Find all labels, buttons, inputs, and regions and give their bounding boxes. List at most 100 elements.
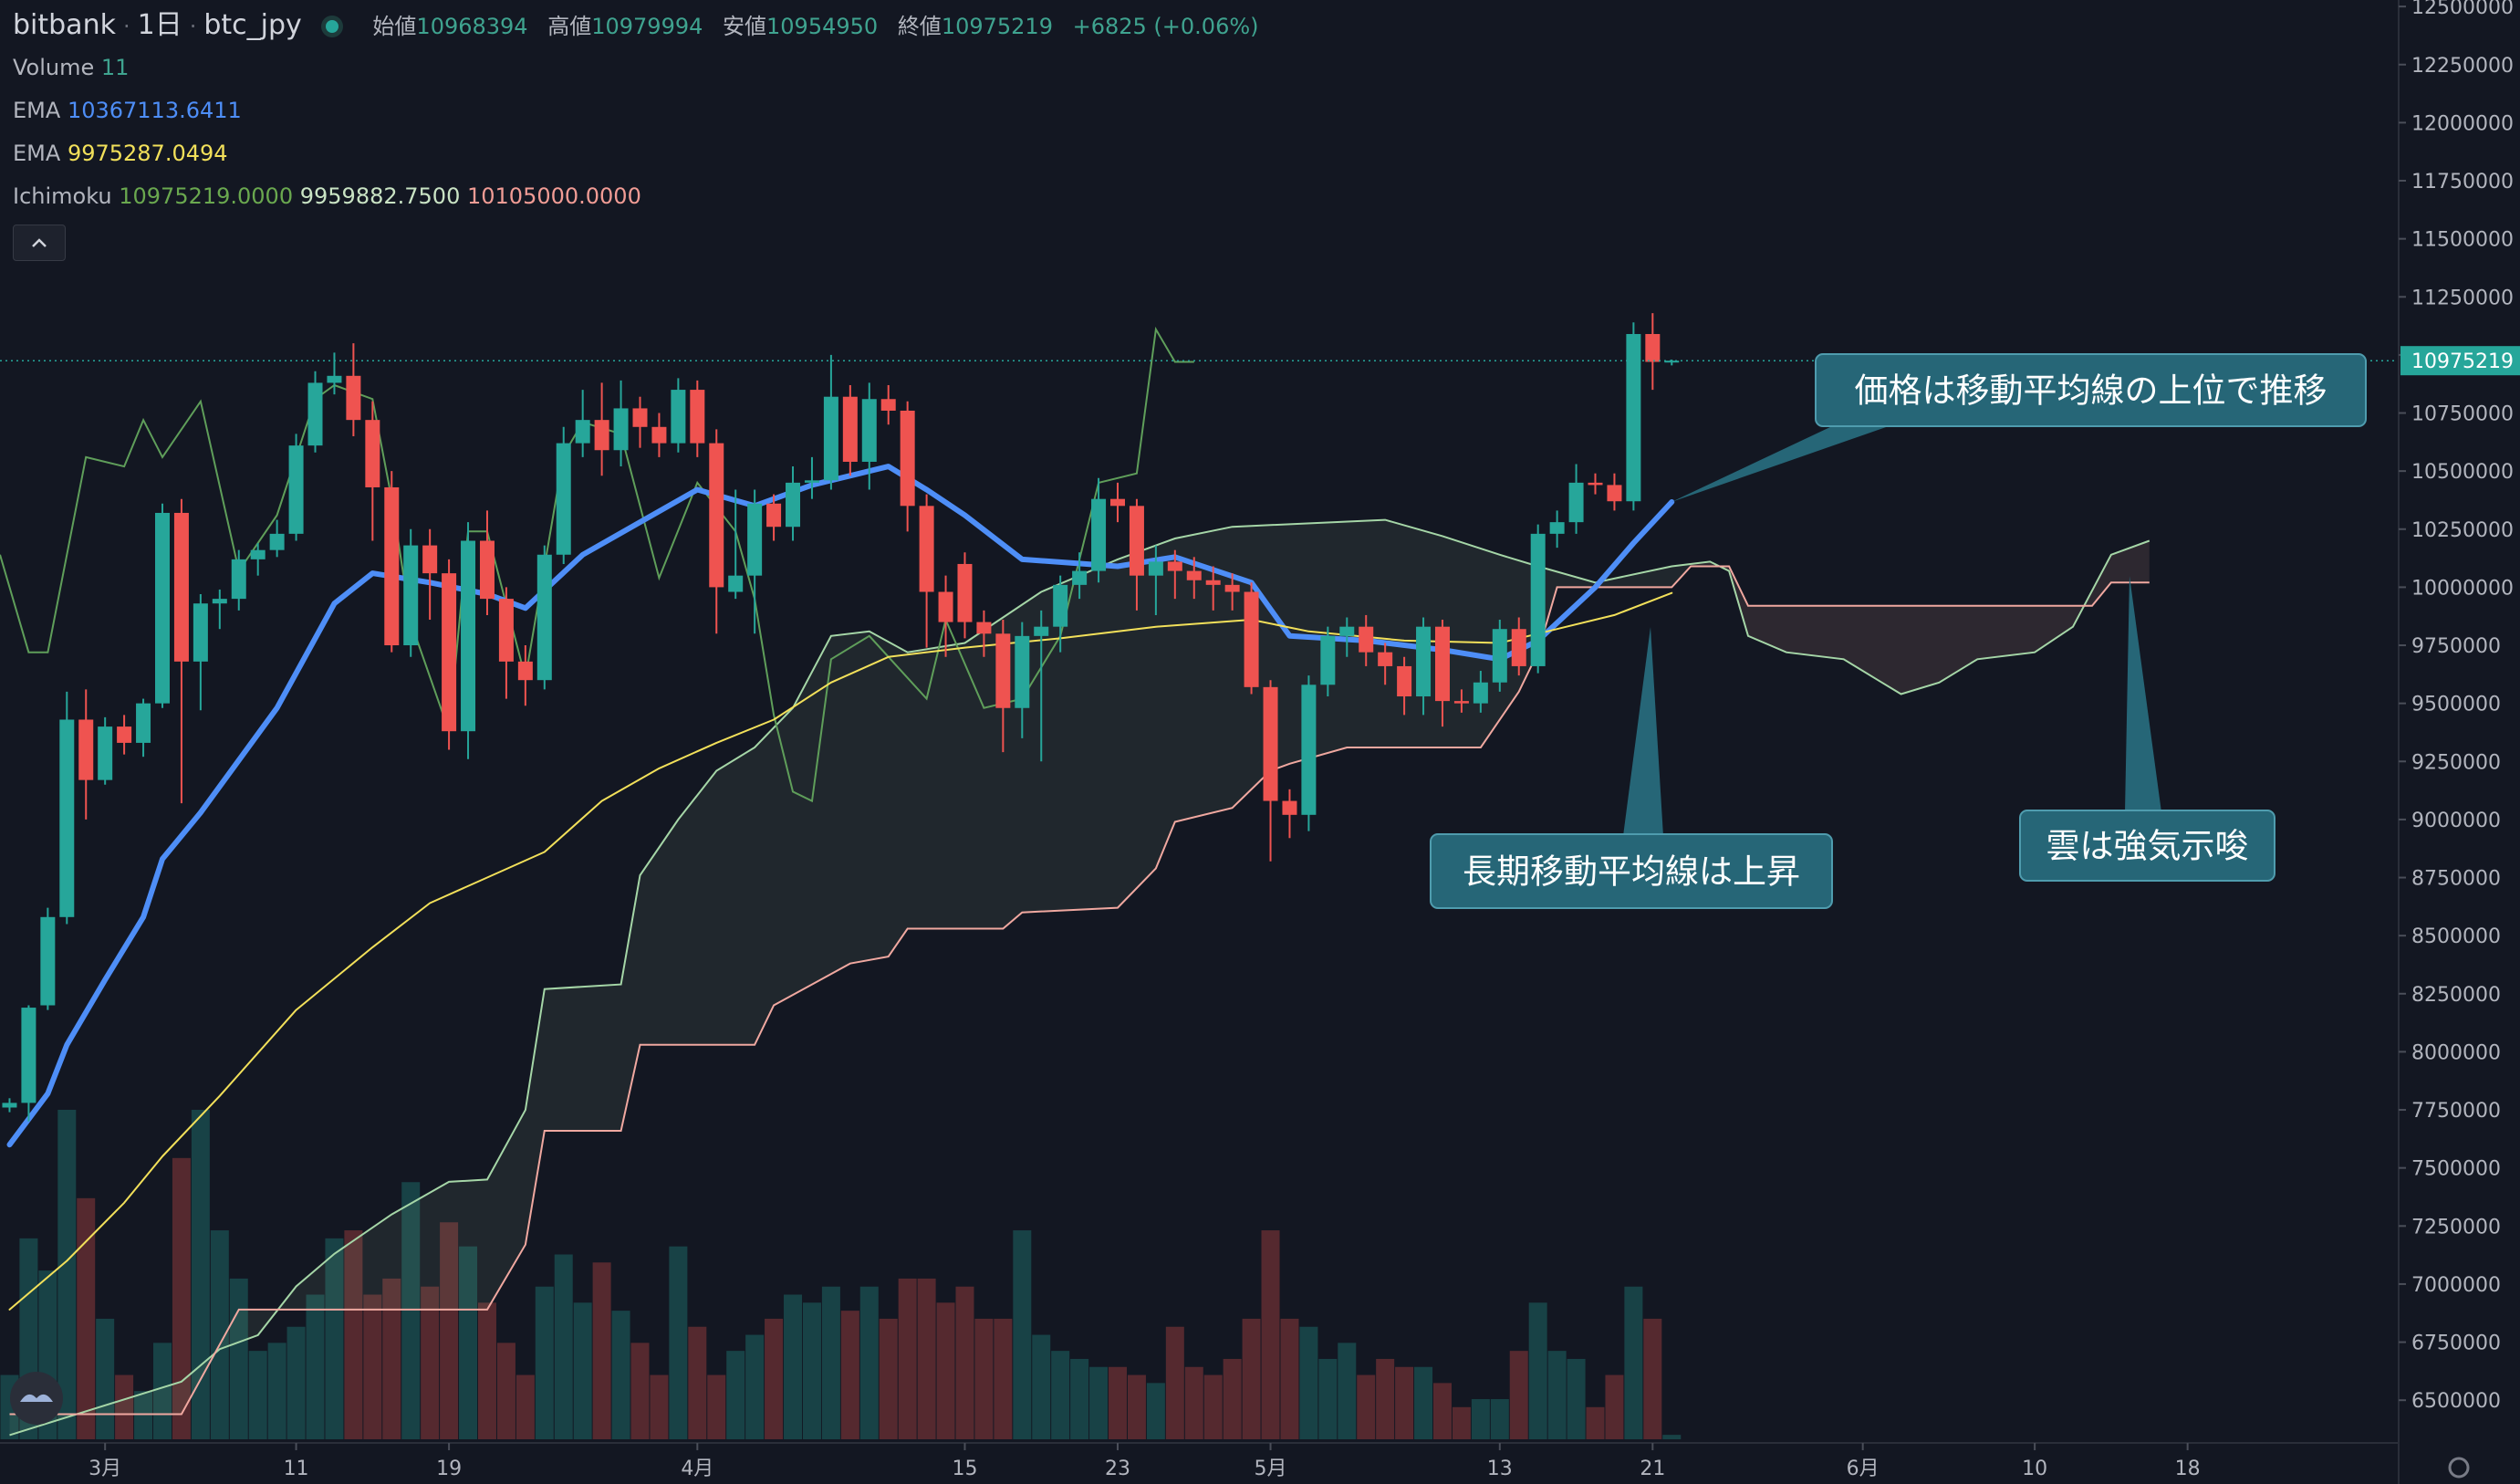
separator: ·: [189, 14, 197, 39]
candle-body: [823, 396, 838, 481]
candles: [2, 313, 1680, 1122]
candle-body: [1607, 485, 1622, 502]
settings-icon[interactable]: [2448, 1457, 2470, 1479]
volume-value: 11: [100, 55, 130, 80]
volume-bar: [401, 1182, 421, 1439]
candle-body: [1664, 361, 1680, 363]
status-dot: [325, 19, 338, 33]
last-price-label: 10975219: [2411, 350, 2514, 373]
x-tick-label: 3月: [89, 1458, 121, 1480]
x-tick-label: 21: [1640, 1458, 1665, 1480]
volume-bar: [325, 1238, 344, 1439]
volume-bar: [1452, 1406, 1471, 1439]
candle-body: [1453, 701, 1469, 704]
volume-bar: [1146, 1383, 1165, 1439]
candle-body: [957, 563, 973, 622]
x-tick-label: 11: [284, 1458, 309, 1480]
candle-body: [1186, 570, 1202, 580]
candle-body: [403, 545, 419, 646]
volume-bar: [57, 1110, 77, 1439]
candle-body: [1034, 626, 1049, 636]
candle-body: [1511, 629, 1526, 666]
volume-bar: [765, 1318, 784, 1439]
volume-bar: [1109, 1366, 1128, 1439]
pair: btc_jpy: [203, 9, 302, 41]
volume-bar: [210, 1230, 229, 1439]
candle-body: [40, 916, 56, 1006]
ichimoku-label: Ichimoku: [13, 183, 112, 209]
candle-body: [938, 591, 953, 622]
volume-bar: [229, 1278, 248, 1439]
y-tick-label: 10000000: [2411, 577, 2514, 600]
change: +6825 (+0.06%): [1072, 14, 1259, 39]
candle-body: [861, 399, 877, 462]
y-tick-label: 12250000: [2411, 55, 2514, 78]
candle-body: [976, 622, 992, 634]
x-tick-label: 4月: [681, 1458, 713, 1480]
x-tick-label: 5月: [1255, 1458, 1287, 1480]
y-tick-label: 8250000: [2411, 984, 2501, 1007]
volume-bar: [96, 1318, 115, 1439]
volume-bar: [344, 1230, 363, 1439]
volume-bar: [592, 1262, 611, 1439]
candle-body: [728, 575, 744, 592]
ema-value: 10367113.6411: [67, 98, 242, 123]
candle-body: [1397, 665, 1412, 697]
callout-pointer: [2125, 576, 2161, 812]
x-tick-label: 19: [436, 1458, 462, 1480]
collapse-icon: [32, 238, 47, 247]
x-tick-label: 13: [1487, 1458, 1513, 1480]
legend-symbol-row: bitbank · 1日 · btc_jpy 始値10968394 高値10979994…: [13, 4, 1272, 47]
candle-body: [136, 703, 151, 743]
candle-body: [671, 390, 686, 444]
volume-bar: [152, 1343, 172, 1439]
ohlc-value: 10954950: [766, 14, 879, 39]
candle-body: [1416, 626, 1432, 697]
candle-body: [1148, 561, 1163, 576]
candle-body: [536, 554, 552, 681]
volume-bar: [1089, 1366, 1109, 1439]
candle-body: [269, 533, 285, 550]
ichimoku-value: 10975219.0000: [119, 183, 294, 209]
volume-bar: [917, 1278, 936, 1439]
collapse-button[interactable]: [13, 225, 66, 261]
candle-body: [651, 426, 667, 444]
y-tick-label: 9250000: [2411, 751, 2501, 774]
candle-body: [78, 719, 94, 780]
volume-bar: [994, 1318, 1013, 1439]
volume-bar: [496, 1343, 515, 1439]
volume-bar: [1032, 1334, 1051, 1439]
y-tick-label: 12000000: [2411, 112, 2514, 135]
volume-bar: [77, 1197, 96, 1439]
volume-bar: [573, 1302, 592, 1439]
volume-bar: [1184, 1366, 1203, 1439]
candle-body: [747, 503, 763, 576]
volume-bar: [440, 1222, 459, 1439]
candle-body: [1549, 522, 1565, 534]
candle-body: [1588, 482, 1603, 486]
volume-bar: [1662, 1435, 1682, 1439]
volume-bar: [1070, 1358, 1089, 1439]
volume-bar: [821, 1286, 840, 1439]
candle-body: [384, 486, 400, 646]
ohlc-label: 終値: [897, 14, 942, 39]
candle-body: [1339, 626, 1355, 636]
candle-body: [1015, 635, 1030, 708]
candle-body: [1282, 800, 1297, 815]
candle-body: [1167, 561, 1182, 571]
candle-body: [307, 382, 323, 446]
y-tick-label: 9500000: [2411, 694, 2501, 716]
legend: bitbank · 1日 · btc_jpy 始値10968394 高値10979994…: [13, 4, 1272, 218]
last-price-tag: [2400, 346, 2520, 376]
volume-bar: [611, 1311, 630, 1439]
y-tick-label: 6750000: [2411, 1332, 2501, 1355]
candle-body: [786, 482, 801, 528]
logo-icon: [20, 1394, 53, 1402]
volume-bar: [421, 1286, 440, 1439]
volume-bar: [248, 1351, 267, 1439]
candle-body: [556, 443, 571, 555]
candle-body: [1129, 506, 1144, 576]
candle-body: [919, 506, 934, 592]
volume-bar: [477, 1302, 496, 1439]
